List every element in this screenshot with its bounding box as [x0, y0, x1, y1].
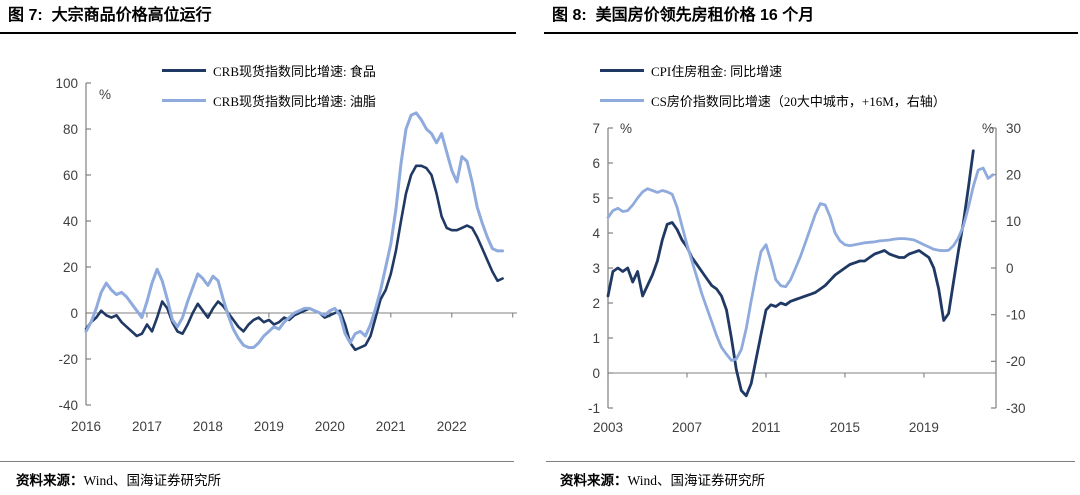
source-text: Wind、国海证券研究所	[627, 473, 765, 488]
x-tick-label: 2020	[315, 419, 345, 434]
series-line-1-0	[606, 149, 975, 398]
figure-8-title: 图 8: 美国房价领先房租价格 16 个月	[552, 7, 815, 24]
x-tick-label: 2016	[71, 419, 101, 434]
x-tick-label: 2021	[376, 419, 406, 434]
legend-item-0: CRB现货指数同比增速: 食品	[162, 62, 376, 79]
y-tick-label: -40	[58, 398, 78, 413]
y-tick-label: 7	[592, 121, 600, 136]
y-axis-unit-left: %	[620, 121, 632, 136]
legend-line-sample	[600, 68, 644, 72]
y-tick-label-right: -10	[1006, 307, 1026, 322]
y-tick-label-right: 10	[1006, 214, 1021, 229]
y-tick-label: 0	[70, 306, 78, 321]
legend-label: CRB现货指数同比增速: 食品	[213, 63, 376, 79]
source-label: 资料来源：	[16, 473, 84, 488]
y-tick-label: 4	[592, 226, 600, 241]
figure-7-header: 图 7: 大宗商品价格高位运行	[0, 0, 516, 34]
series-line-0-1	[84, 111, 505, 349]
figure-8-panel: 图 8: 美国房价领先房租价格 16 个月 7 6 5 4 3 2 1 0 -1% 30 20 10 0…	[540, 0, 1080, 495]
legend-line-sample	[162, 68, 206, 72]
x-tick-label: 2003	[593, 420, 623, 435]
source-text: Wind、国海证券研究所	[83, 473, 221, 488]
figure-8-header: 图 8: 美国房价领先房租价格 16 个月	[544, 0, 1078, 34]
y-tick-label: 0	[592, 366, 600, 381]
y-tick-label-right: 20	[1006, 167, 1021, 182]
legend-label: CRB现货指数同比增速: 油脂	[213, 93, 376, 109]
legend-label: CPI住房租金: 同比增速	[651, 63, 783, 79]
y-axis-unit-left: %	[99, 87, 111, 102]
legend-label: CS房价指数同比增速（20大中城市，+16M，右轴）	[651, 93, 946, 109]
x-tick-label: 2019	[254, 419, 284, 434]
legend-line-sample	[600, 98, 644, 102]
figure-8-legend: CPI住房租金: 同比增速 CS房价指数同比增速（20大中城市，+16M，右轴）	[600, 62, 946, 109]
figure-8-source: 资料来源：Wind、国海证券研究所	[546, 461, 1075, 489]
y-tick-label-right: -30	[1006, 401, 1026, 416]
y-tick-label: 40	[63, 214, 78, 229]
y-tick-label: -20	[58, 352, 78, 367]
figure-7-panel: 图 7: 大宗商品价格高位运行 100 80 60 40 20 0 -20 -40% 2016 2…	[0, 0, 517, 489]
figure-7-legend: CRB现货指数同比增速: 食品 CRB现货指数同比增速: 油脂	[162, 62, 376, 109]
x-tick-label: 2019	[909, 420, 939, 435]
figure-7-source: 资料来源：Wind、国海证券研究所	[0, 461, 514, 489]
x-tick-label: 2017	[132, 419, 162, 434]
y-axis-unit-right: %	[982, 121, 994, 136]
y-tick-label: 100	[55, 76, 78, 91]
x-tick-label: 2022	[437, 419, 467, 434]
y-tick-label: 20	[63, 260, 78, 275]
x-tick-label: 2015	[830, 420, 860, 435]
series-line-1-1	[606, 166, 995, 362]
y-tick-label-right: 30	[1006, 121, 1021, 136]
y-tick-label: 3	[592, 261, 600, 276]
figure-7-title: 图 7: 大宗商品价格高位运行	[8, 7, 212, 24]
x-tick-label: 2007	[672, 420, 702, 435]
y-tick-label: 2	[592, 296, 600, 311]
x-tick-label: 2018	[193, 419, 223, 434]
y-tick-label: 1	[592, 331, 600, 346]
legend-item-1: CRB现货指数同比增速: 油脂	[162, 92, 376, 109]
y-tick-label: 80	[63, 122, 78, 137]
y-tick-label-right: 0	[1006, 261, 1014, 276]
series-line-0-0	[84, 164, 504, 352]
source-label: 资料来源：	[560, 473, 628, 488]
commodity-price-line-chart: 100 80 60 40 20 0 -20 -40% 2016 2017 2018 2019 2020 2…	[55, 76, 517, 434]
y-tick-label: -1	[588, 401, 600, 416]
y-tick-label: 6	[592, 156, 600, 171]
legend-item-0: CPI住房租金: 同比增速	[600, 62, 946, 79]
x-tick-label: 2011	[751, 420, 780, 435]
legend-line-sample	[162, 98, 206, 102]
y-tick-label: 5	[592, 191, 600, 206]
chart-axes-0: 100 80 60 40 20 0 -20 -40% 2016 2017 2018 2019 2020 2…	[55, 76, 517, 434]
y-tick-label: 60	[63, 168, 78, 183]
legend-item-1: CS房价指数同比增速（20大中城市，+16M，右轴）	[600, 92, 946, 109]
y-tick-label-right: -20	[1006, 354, 1026, 369]
